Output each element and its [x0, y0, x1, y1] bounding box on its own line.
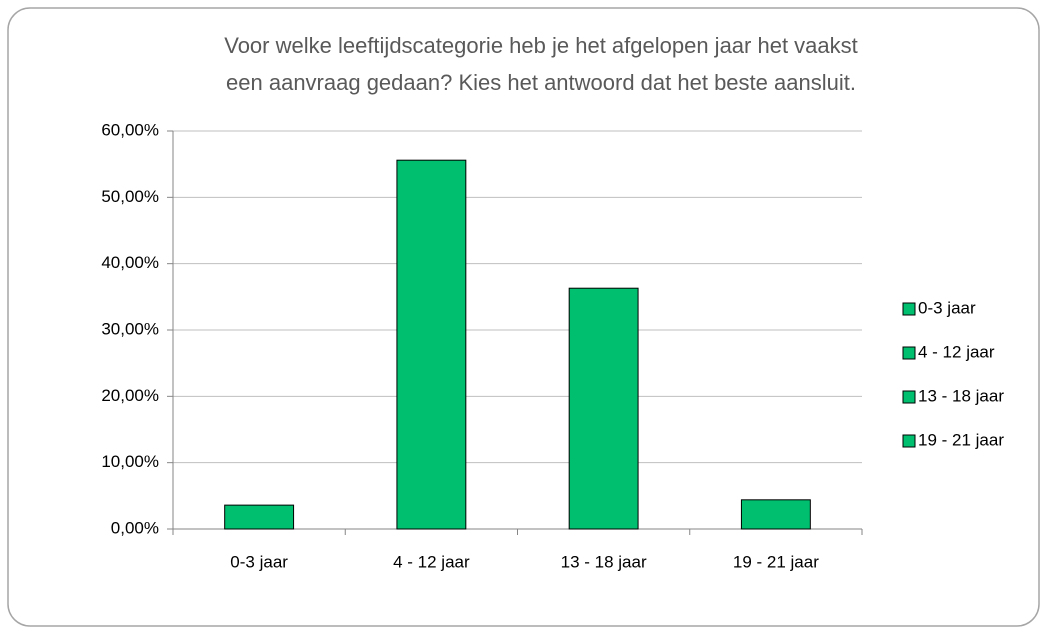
y-tick-label: 10,00% [101, 452, 159, 471]
chart-frame [7, 7, 1040, 627]
x-tick-label: 0-3 jaar [230, 552, 288, 571]
bar [396, 159, 467, 530]
x-tick-label: 4 - 12 jaar [393, 552, 470, 571]
legend-label: 19 - 21 jaar [918, 430, 1004, 449]
legend-swatch [902, 434, 916, 448]
y-tick-label: 50,00% [101, 187, 159, 206]
y-tick-label: 60,00% [101, 120, 159, 139]
chart-title: een aanvraag gedaan? Kies het antwoord d… [226, 70, 856, 95]
legend-label: 4 - 12 jaar [918, 342, 995, 361]
bar [568, 287, 639, 530]
legend-swatch [902, 390, 916, 404]
x-tick-label: 19 - 21 jaar [733, 552, 819, 571]
bar [740, 499, 811, 530]
x-tick-label: 13 - 18 jaar [561, 552, 647, 571]
legend-label: 0-3 jaar [918, 298, 976, 317]
y-tick-label: 40,00% [101, 253, 159, 272]
y-tick-label: 0,00% [111, 518, 159, 537]
legend-label: 13 - 18 jaar [918, 386, 1004, 405]
legend-swatch [902, 302, 916, 316]
y-tick-label: 20,00% [101, 386, 159, 405]
y-tick-label: 30,00% [101, 319, 159, 338]
chart-title: Voor welke leeftijdscategorie heb je het… [224, 33, 858, 58]
bar [224, 504, 295, 530]
legend-swatch [902, 346, 916, 360]
